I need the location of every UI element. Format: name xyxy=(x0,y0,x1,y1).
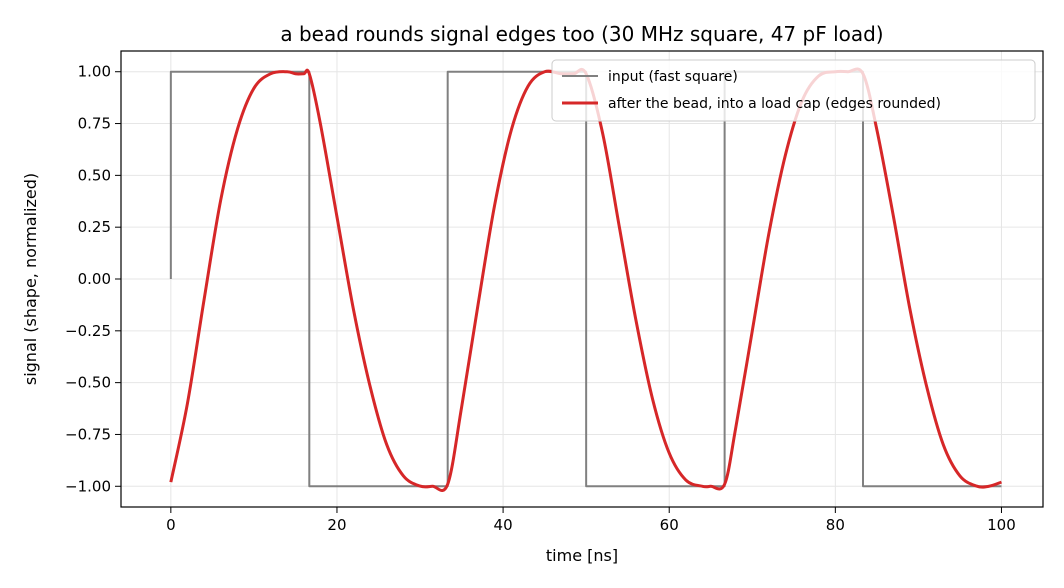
grid xyxy=(121,51,1043,507)
x-tick-label: 80 xyxy=(826,516,845,534)
x-tick-label: 40 xyxy=(494,516,513,534)
y-tick-label: −0.25 xyxy=(65,322,111,340)
x-axis-ticks: 0 20 40 60 80 100 xyxy=(166,507,1016,534)
x-axis-label: time [ns] xyxy=(546,546,618,565)
chart-title: a bead rounds signal edges too (30 MHz s… xyxy=(280,22,883,46)
series-layer xyxy=(169,67,1002,492)
x-tick-label: 20 xyxy=(327,516,346,534)
y-tick-label: −0.75 xyxy=(65,425,111,443)
y-tick-label: 0.50 xyxy=(78,166,111,184)
x-tick-label: 0 xyxy=(166,516,176,534)
y-tick-label: −1.00 xyxy=(65,477,111,495)
y-tick-label: 1.00 xyxy=(78,63,111,81)
y-tick-label: −0.50 xyxy=(65,374,111,392)
y-tick-label: 0.00 xyxy=(78,270,111,288)
legend-label-output: after the bead, into a load cap (edges r… xyxy=(608,96,941,112)
legend-label-input: input (fast square) xyxy=(608,69,738,85)
legend-box xyxy=(551,59,1036,122)
x-tick-label: 100 xyxy=(987,516,1016,534)
y-axis-label: signal (shape, normalized) xyxy=(21,173,40,385)
legend: input (fast square) after the bead, into… xyxy=(551,59,1036,122)
y-axis-ticks: 1.00 0.75 0.50 0.25 0.00 −0.25 −0.50 −0.75 −1.00 xyxy=(65,63,121,495)
x-tick-label: 60 xyxy=(660,516,679,534)
y-tick-label: 0.75 xyxy=(78,115,111,133)
y-tick-label: 0.25 xyxy=(78,218,111,236)
